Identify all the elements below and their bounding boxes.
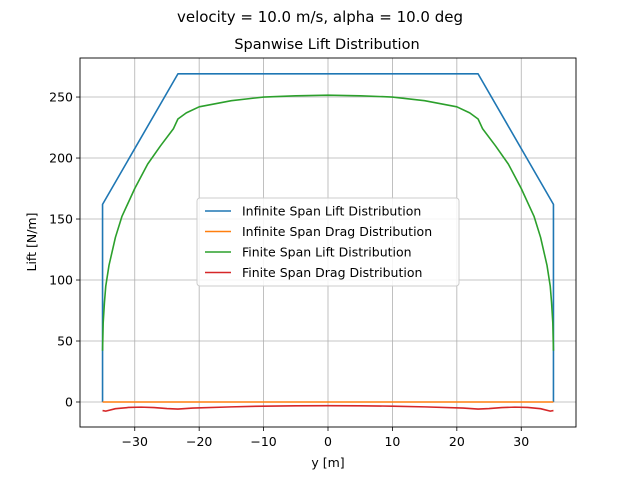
legend-label-3: Finite Span Lift Distribution <box>242 245 412 260</box>
y-tick-label: 0 <box>65 394 73 409</box>
chart-title: Spanwise Lift Distribution <box>234 37 419 53</box>
legend: Infinite Span Lift Distribution Infinite … <box>196 197 460 287</box>
legend-label-4: Finite Span Drag Distribution <box>242 265 422 280</box>
axis-ticks: −30 −20 −10 0 10 20 30 0 50 100 150 200 250 <box>49 90 529 449</box>
series-line-4 <box>102 404 554 412</box>
y-tick-label: 200 <box>49 151 73 166</box>
x-tick-label: 10 <box>384 434 400 449</box>
legend-label-1: Infinite Span Lift Distribution <box>242 204 421 219</box>
legend-label-2: Infinite Span Drag Distribution <box>242 224 432 239</box>
x-tick-label: 0 <box>324 434 332 449</box>
y-axis-label: Lift [N/m] <box>24 213 39 272</box>
x-axis-label: y [m] <box>311 455 344 470</box>
x-tick-label: −20 <box>186 434 212 449</box>
y-tick-label: 100 <box>49 273 73 288</box>
x-tick-label: −30 <box>122 434 148 449</box>
x-tick-label: 20 <box>449 434 465 449</box>
x-tick-label: 30 <box>513 434 529 449</box>
y-tick-label: 50 <box>57 334 73 349</box>
axes-frame <box>79 57 577 428</box>
y-tick-label: 150 <box>49 212 73 227</box>
y-tick-label: 250 <box>49 90 73 105</box>
x-tick-label: −10 <box>250 434 276 449</box>
series-lines <box>101 73 555 412</box>
series-line-3 <box>101 94 555 351</box>
legend-box <box>196 197 460 287</box>
series-line-1 <box>101 73 555 402</box>
figure-suptitle: velocity = 10.0 m/s, alpha = 10.0 deg <box>177 8 463 26</box>
